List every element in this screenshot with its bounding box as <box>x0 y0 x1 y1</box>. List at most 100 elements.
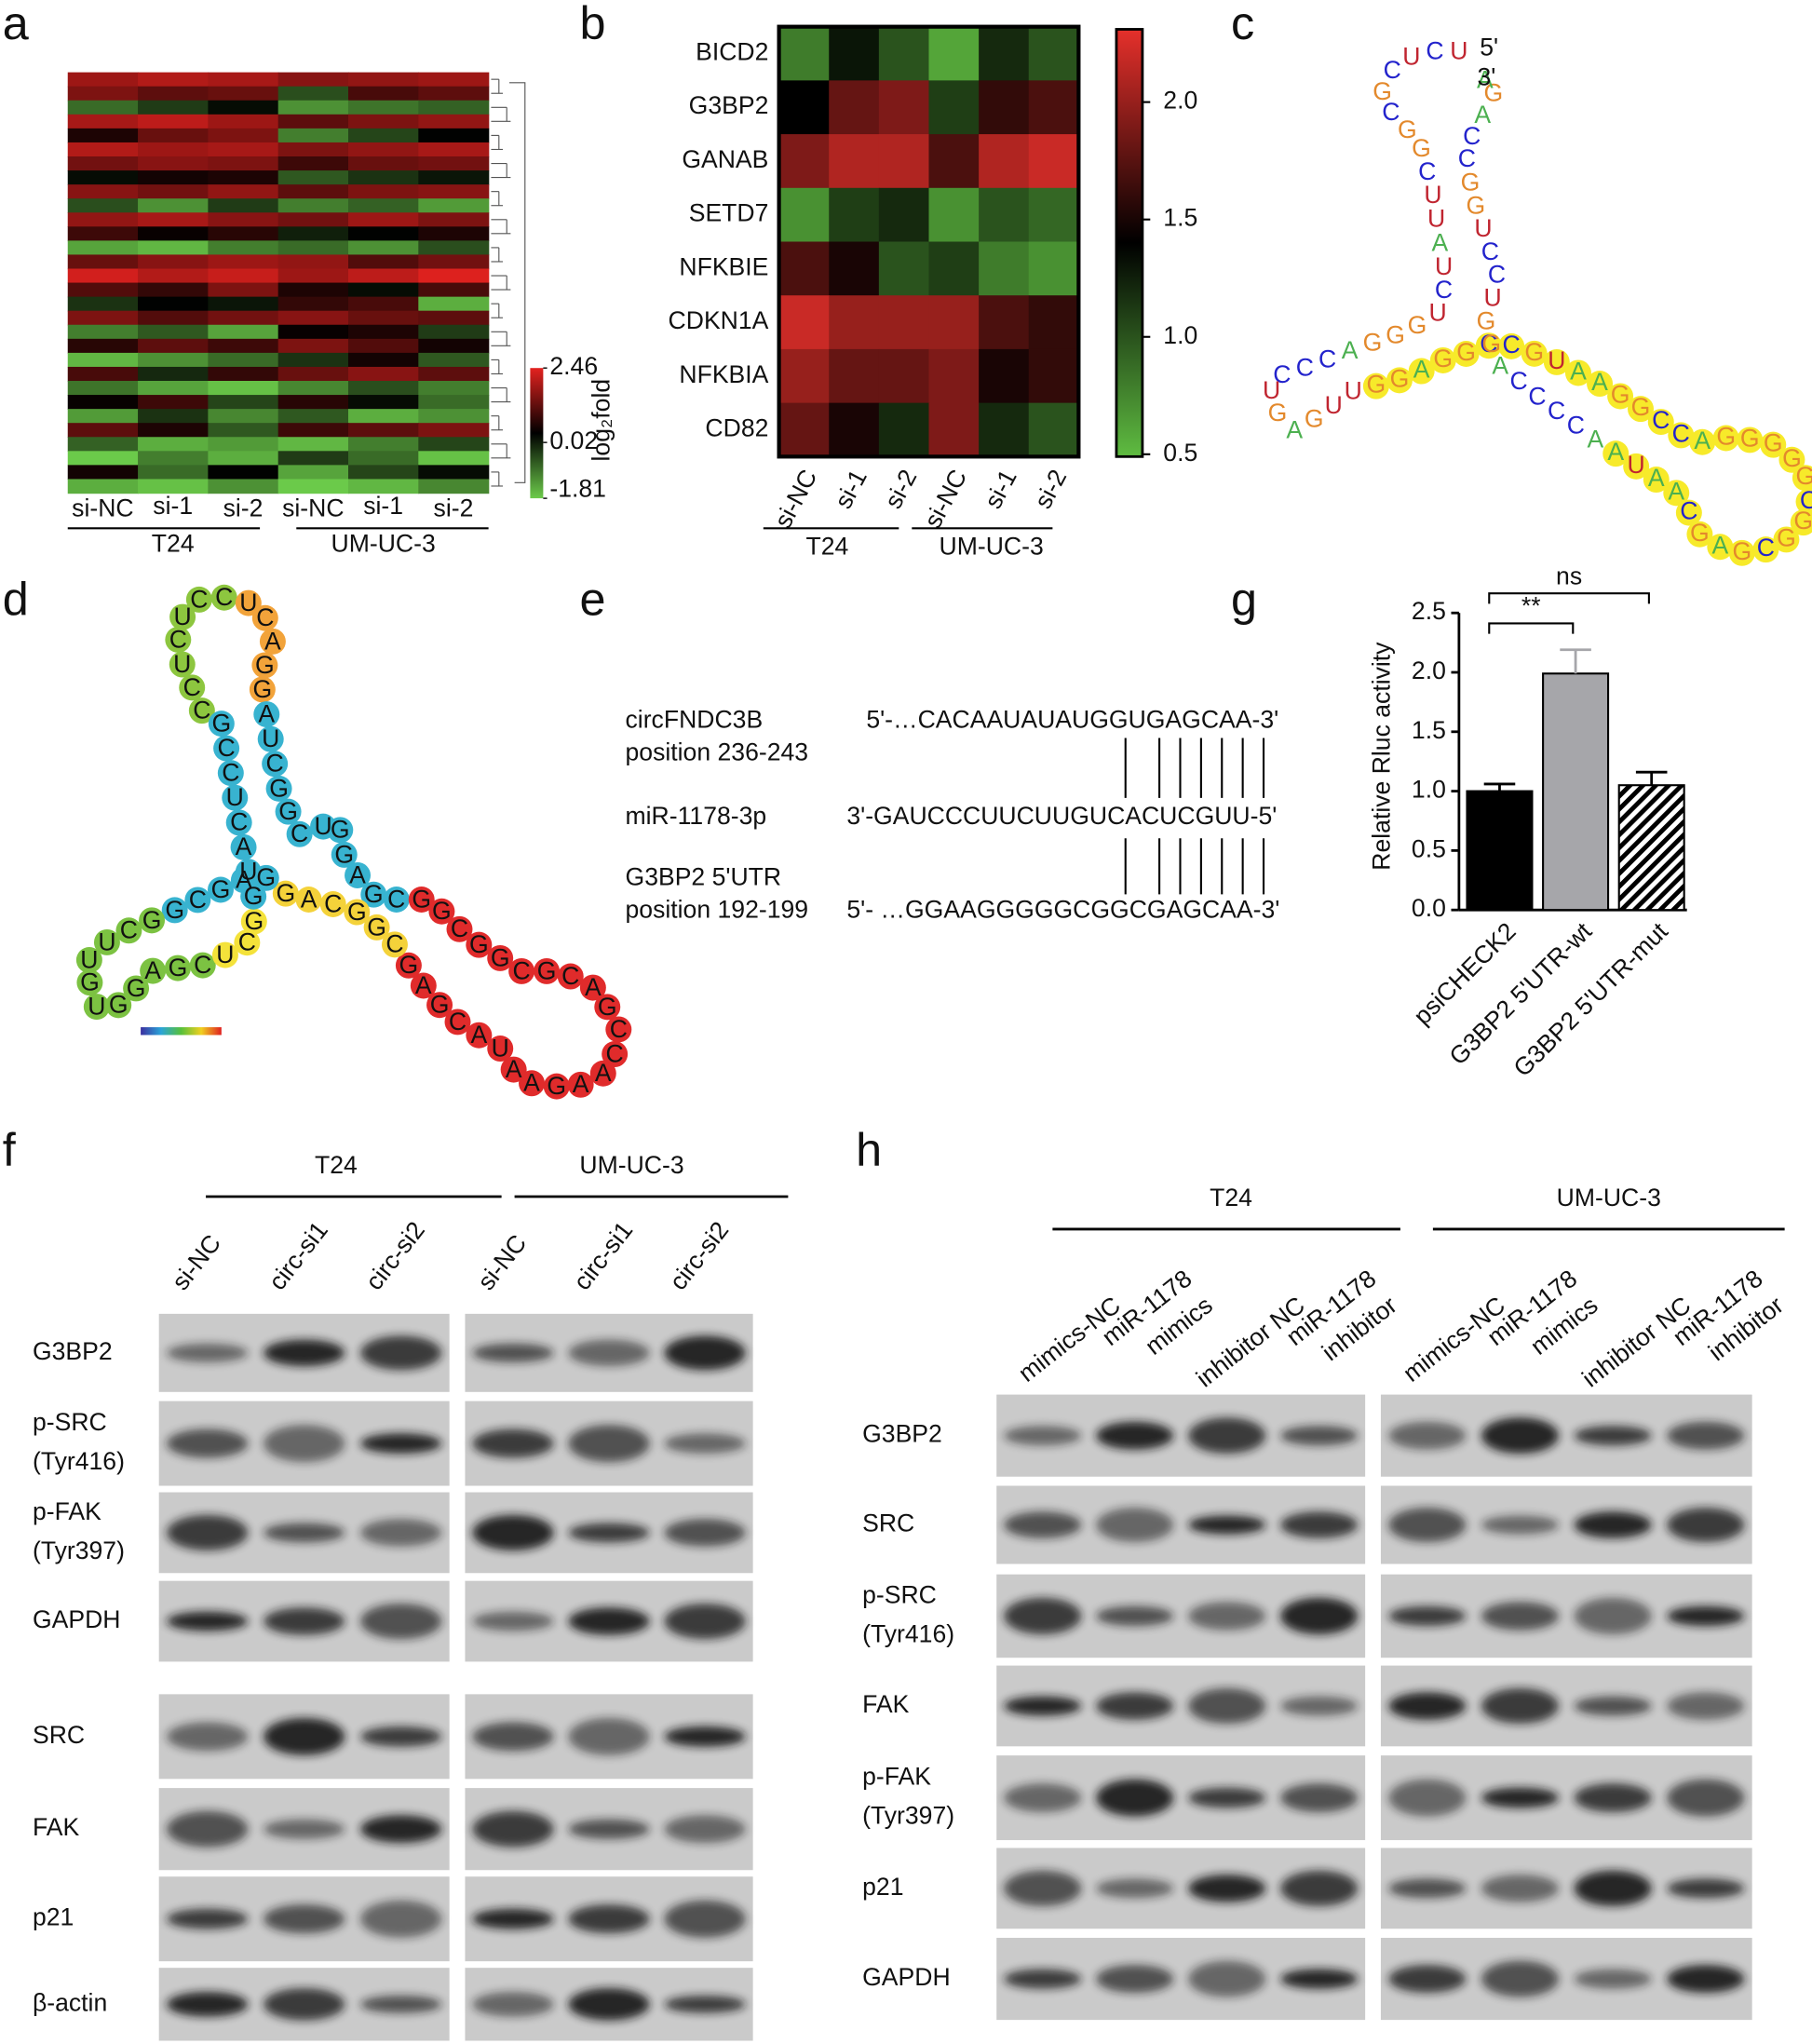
heatmap-cell <box>67 268 139 284</box>
heatmap-cell <box>208 198 279 213</box>
heatmap-cell <box>138 156 210 171</box>
column-label: si-NC <box>919 465 973 533</box>
base: C <box>1672 419 1690 447</box>
heatmap-cell <box>67 366 139 382</box>
base: C <box>1481 237 1499 265</box>
highlight <box>1386 367 1413 394</box>
base: G <box>430 991 450 1019</box>
heatmap-cell <box>418 282 490 298</box>
row-label: (Tyr416) <box>862 1619 954 1647</box>
band <box>1574 1511 1652 1538</box>
base: U <box>1325 391 1343 419</box>
band <box>1188 1875 1266 1902</box>
base-circle <box>534 957 561 984</box>
highlight <box>1707 534 1734 561</box>
base-circle <box>235 589 262 616</box>
heatmap-cell <box>928 348 980 404</box>
base-circle <box>210 584 237 611</box>
band <box>1667 1779 1745 1817</box>
lane-label: circ-si1 <box>568 1216 638 1295</box>
row-label: GAPDH <box>862 1963 951 1991</box>
band <box>1004 1426 1082 1446</box>
heatmap-cell <box>347 72 420 88</box>
band <box>1481 1687 1560 1725</box>
heatmap-cell <box>277 381 349 396</box>
base: G <box>278 797 298 825</box>
band <box>568 1425 650 1463</box>
base: G <box>491 943 510 971</box>
heatmap-cell <box>829 348 880 404</box>
heatmap-cell <box>67 338 139 354</box>
base: G <box>211 875 231 903</box>
heatmap-cell <box>67 86 139 102</box>
group-label: UM-UC-3 <box>331 529 436 557</box>
base: G <box>347 898 367 926</box>
heatmap-cell <box>418 72 490 88</box>
band <box>1004 1870 1082 1906</box>
base: C <box>1273 360 1291 388</box>
band <box>1667 1965 1745 1994</box>
heatmap-cell <box>979 295 1030 350</box>
heatmap-cell <box>418 423 490 438</box>
band <box>166 1992 249 2017</box>
heatmap-cell <box>418 170 490 185</box>
base-circle <box>185 586 212 613</box>
highlight <box>1623 453 1650 480</box>
base: A <box>1694 426 1711 454</box>
base: G <box>334 840 354 868</box>
heatmap-cell <box>347 240 420 256</box>
base: C <box>1488 261 1506 289</box>
base: A <box>1431 228 1448 256</box>
heatmap-cell <box>277 142 349 157</box>
base-circle <box>179 674 206 701</box>
highlight <box>1760 431 1787 458</box>
heatmap-cell <box>67 226 139 242</box>
heatmap-cell <box>208 381 279 396</box>
heatmap-cell <box>347 324 420 340</box>
heatmap-cell <box>277 114 349 129</box>
band <box>1388 1605 1467 1627</box>
base: G <box>255 651 275 679</box>
band <box>1481 1787 1560 1808</box>
color-scale <box>141 1027 222 1036</box>
base: C <box>238 928 256 956</box>
heatmap-cell <box>878 187 930 243</box>
heatmap-cell <box>67 465 139 481</box>
heatmap-cell <box>418 212 490 228</box>
heatmap-cell <box>208 226 279 242</box>
heatmap-cell <box>418 338 490 354</box>
heatmap-cell <box>67 128 139 143</box>
heatmap-cell <box>829 402 880 458</box>
highlight <box>1728 539 1755 566</box>
end-label: 5' <box>1480 33 1498 61</box>
base: G <box>399 951 419 979</box>
base: U <box>1428 299 1446 327</box>
highlight <box>1453 340 1480 367</box>
group-label: UM-UC-3 <box>579 1151 683 1179</box>
band <box>1667 1508 1745 1542</box>
base: C <box>1318 345 1336 372</box>
heatmap-cell <box>208 451 279 467</box>
band <box>263 1523 345 1543</box>
heatmap-cell <box>208 170 279 185</box>
base-circle <box>115 917 142 944</box>
heatmap-cell <box>418 296 490 312</box>
base: G <box>127 974 146 1002</box>
base: C <box>169 625 187 653</box>
row-name: G3BP2 5'UTR <box>626 863 782 891</box>
heatmap-cell <box>67 142 139 157</box>
column-label: si-2 <box>223 494 264 522</box>
heatmap-cell <box>67 212 139 228</box>
colorbar-label: 1.0 <box>1163 321 1197 349</box>
base: U <box>1548 346 1565 374</box>
base-circle <box>207 876 234 903</box>
group-label: T24 <box>1210 1184 1252 1212</box>
base: C <box>194 951 211 979</box>
band <box>263 1607 345 1635</box>
base: A <box>506 1055 522 1083</box>
panel-label: g <box>1231 572 1257 625</box>
highlight <box>1752 536 1779 563</box>
heatmap-cell <box>277 212 349 228</box>
base: G <box>1477 306 1496 334</box>
base: A <box>236 866 252 894</box>
